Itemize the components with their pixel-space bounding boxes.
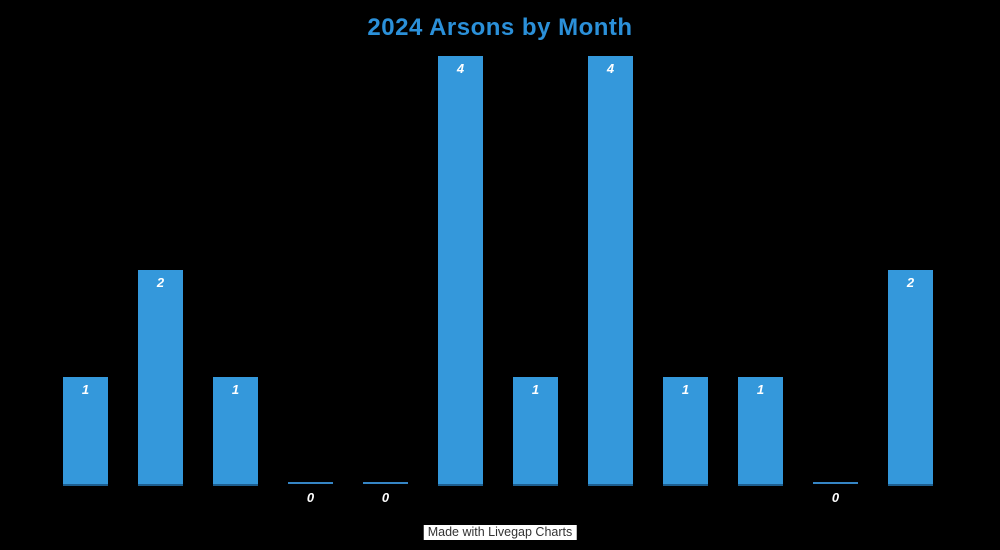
bar-value-label: 1 bbox=[531, 382, 540, 397]
bar-value-label: 4 bbox=[606, 61, 615, 76]
x-axis-label: Nov bbox=[825, 506, 846, 518]
bar bbox=[138, 270, 183, 484]
bar-baseline-segment bbox=[738, 484, 783, 486]
bar-baseline-segment bbox=[588, 484, 633, 486]
bar bbox=[438, 56, 483, 484]
zero-value-line bbox=[813, 482, 858, 484]
bar-baseline-segment bbox=[138, 484, 183, 486]
bar-baseline-segment bbox=[438, 484, 483, 486]
x-axis-label: Dec bbox=[900, 506, 921, 518]
bar-value-label: 1 bbox=[231, 382, 240, 397]
bar bbox=[888, 270, 933, 484]
x-axis-label: Jan bbox=[76, 506, 95, 518]
bar bbox=[663, 377, 708, 484]
bar-baseline-segment bbox=[63, 484, 108, 486]
bar-value-label: 1 bbox=[756, 382, 765, 397]
bar bbox=[738, 377, 783, 484]
bar-baseline-segment bbox=[888, 484, 933, 486]
x-axis-label: Apr bbox=[301, 506, 320, 518]
x-axis-label: Jul bbox=[528, 506, 543, 518]
bar-value-label: 2 bbox=[906, 275, 915, 290]
bar bbox=[513, 377, 558, 484]
bar-baseline-segment bbox=[213, 484, 258, 486]
bar bbox=[63, 377, 108, 484]
livegap-watermark-badge[interactable]: Made with Livegap Charts bbox=[423, 525, 577, 540]
bar-baseline-segment bbox=[663, 484, 708, 486]
bar-value-label: 0 bbox=[831, 490, 840, 505]
bar-value-label: 0 bbox=[306, 490, 315, 505]
chart-title: 2024 Arsons by Month bbox=[367, 14, 633, 41]
x-axis-label: Feb bbox=[151, 506, 170, 518]
bar-value-label: 2 bbox=[156, 275, 165, 290]
bar bbox=[588, 56, 633, 484]
bar-baseline-segment bbox=[513, 484, 558, 486]
x-axis-label: Mar bbox=[226, 506, 245, 518]
bar-value-label: 4 bbox=[456, 61, 465, 76]
zero-value-line bbox=[288, 482, 333, 484]
x-axis-label: May bbox=[375, 506, 396, 518]
bar-value-label: 1 bbox=[81, 382, 90, 397]
bar bbox=[213, 377, 258, 484]
x-axis-label: Aug bbox=[600, 506, 621, 518]
x-axis-label: Sep bbox=[675, 506, 696, 518]
x-axis-label: Jun bbox=[451, 506, 470, 518]
x-axis-label: Oct bbox=[751, 506, 770, 518]
zero-value-line bbox=[363, 482, 408, 484]
bar-value-label: 1 bbox=[681, 382, 690, 397]
bar-value-label: 0 bbox=[381, 490, 390, 505]
